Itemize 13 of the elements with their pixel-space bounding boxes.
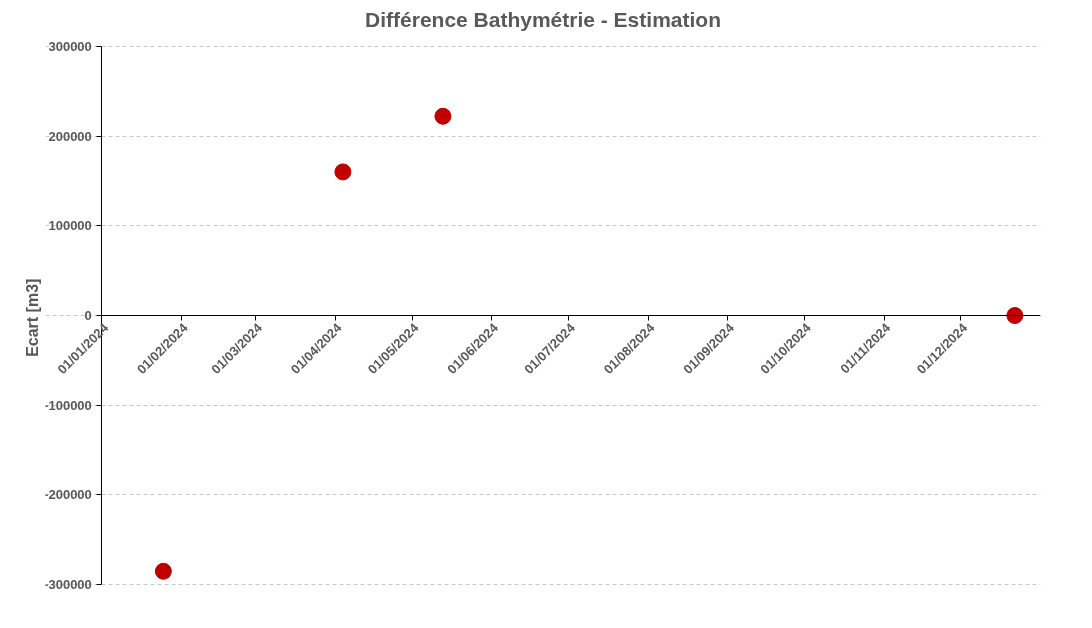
y-tick-label: 300000 <box>48 38 92 54</box>
y-tick-label: 0 <box>84 308 92 323</box>
y-tick-label: -100000 <box>44 397 92 413</box>
point <box>334 163 352 181</box>
point <box>154 562 172 580</box>
chart-title: Différence Bathymétrie - Estimation <box>365 7 721 31</box>
y-axis-title: Ecart [m3] <box>23 278 41 357</box>
y-tick-label: 200000 <box>48 128 92 144</box>
point <box>1006 307 1024 324</box>
y-tick-label: -200000 <box>44 487 92 503</box>
y-tick-label: 100000 <box>48 218 92 234</box>
y-tick-label: -300000 <box>44 577 92 593</box>
point <box>434 107 452 125</box>
